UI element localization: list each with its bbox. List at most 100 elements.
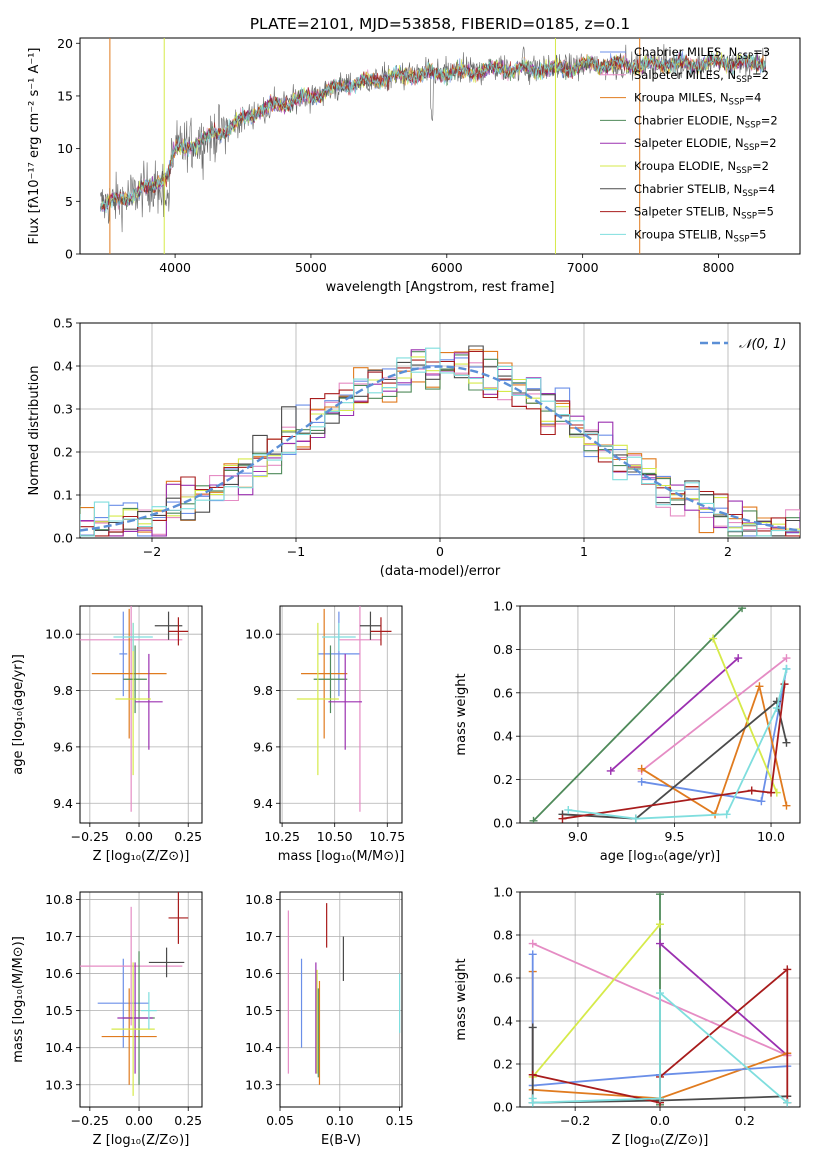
y-tick-label: 0.0 xyxy=(53,531,73,546)
mass_vs_ebv-axes: 0.05 0.10 0.15 10.3 10.4 10.5 10.6 10.7 10.8 E(B-… xyxy=(245,891,414,1148)
error-point-chabrier_stelib xyxy=(148,947,185,978)
x-axis-label: (data-model)/error xyxy=(380,564,501,579)
weight-marker xyxy=(656,892,664,899)
y-tick-label: 10.3 xyxy=(245,1077,273,1092)
x-tick-label: 0.00 xyxy=(125,1113,153,1128)
legend-label-main: Kroupa MILES, N xyxy=(634,91,729,105)
weight-marker xyxy=(782,738,791,747)
legend-label: Kroupa MILES, NSSP=4 xyxy=(634,91,761,108)
y-axis-label: age [log₁₀(age/yr)] xyxy=(11,654,26,775)
weight-marker xyxy=(529,816,538,823)
legend-label: Salpeter STELIB, NSSP=5 xyxy=(634,205,774,222)
y-tick-label: 20 xyxy=(57,36,73,51)
x-tick-label: 0.2 xyxy=(735,1113,755,1128)
x-tick-label: 2 xyxy=(724,544,732,559)
weight-marker xyxy=(637,777,646,786)
legend-label-main: Chabrier MILES, N xyxy=(634,45,737,59)
x-tick-label: 9.5 xyxy=(665,829,685,844)
legend-label-sub: SSP xyxy=(745,120,761,130)
legend-label-sub: SSP xyxy=(737,52,753,62)
x-axis-label: age [log₁₀(age/yr)] xyxy=(600,849,721,864)
age_vs_mass-axes: 10.25 10.50 10.75 9.4 9.6 9.8 10.0 mass [log₁₀(… xyxy=(245,605,405,864)
axes-frame xyxy=(79,605,203,824)
weight-line-kroupa_miles xyxy=(641,683,788,816)
x-tick-label: 0.00 xyxy=(125,829,153,844)
error-point-kroupa_miles xyxy=(101,988,157,1085)
error-point-chabrier_miles xyxy=(119,611,128,697)
y-tick-label: 10.5 xyxy=(45,1003,73,1018)
age_vs_mass-plot-area xyxy=(296,606,392,812)
weight-marker xyxy=(747,786,756,795)
error-point-salpeter_miles xyxy=(80,906,183,1026)
normal-curve xyxy=(80,365,800,532)
x-tick-label: −1 xyxy=(287,544,305,559)
y-tick-label: 10.6 xyxy=(245,966,273,981)
y-tick-label: 9.4 xyxy=(253,796,273,811)
x-tick-label: 0.15 xyxy=(386,1113,414,1128)
legend-label-sub: SSP xyxy=(736,166,752,176)
weight-line-chabrier_stelib xyxy=(562,699,788,820)
model-spectrum-line xyxy=(100,52,766,212)
y-tick-label: 10.5 xyxy=(245,1003,273,1018)
x-tick-label: −0.25 xyxy=(71,829,109,844)
axes-frame xyxy=(279,891,403,1108)
x-axis-label: Z [log₁₀(Z/Z⊙)] xyxy=(612,1133,709,1148)
weight-marker xyxy=(783,965,792,974)
weight_vs_age-plot-area xyxy=(529,606,791,823)
error-point-chabrier_elodie xyxy=(123,645,147,714)
y-tick-label: 9.6 xyxy=(253,739,273,754)
weight-line-salpeter_elodie xyxy=(610,657,739,772)
y-tick-label: 10.6 xyxy=(45,966,73,981)
axes-frame xyxy=(79,891,203,1108)
legend-label: Kroupa ELODIE, NSSP=2 xyxy=(634,159,769,176)
error-point-salpeter_stelib xyxy=(370,617,392,646)
weight-marker xyxy=(528,1098,537,1107)
error-point-salpeter_stelib xyxy=(168,892,189,944)
weight-marker xyxy=(528,1070,537,1079)
weight-marker xyxy=(656,939,664,948)
error-point-kroupa_miles xyxy=(91,608,167,739)
y-tick-label: 0.2 xyxy=(53,445,73,460)
age_vs_z-plot-area xyxy=(80,606,189,812)
legend-label: Salpeter MILES, NSSP=2 xyxy=(634,68,769,85)
legend-label-sub: SSP xyxy=(744,143,760,153)
y-tick-label: 1.0 xyxy=(493,885,513,900)
y-tick-label: 0.4 xyxy=(493,1014,513,1029)
y-tick-label: 1.0 xyxy=(493,599,513,614)
weight-line-salpeter_elodie xyxy=(659,942,788,1057)
legend-label-sub: SSP xyxy=(734,234,750,244)
x-tick-label: 10.0 xyxy=(757,829,785,844)
y-axis-label: mass [log₁₀(M/M⊙)] xyxy=(11,936,26,1063)
residuals-plot-area xyxy=(80,345,800,537)
x-tick-label: 1 xyxy=(580,544,588,559)
x-tick-label: −2 xyxy=(143,544,161,559)
axes-frame xyxy=(79,37,801,255)
legend-label-sub: SSP xyxy=(736,75,752,85)
error-point-salpeter_elodie xyxy=(328,653,363,750)
weight-marker xyxy=(656,989,664,998)
legend-label-sub: SSP xyxy=(742,189,758,199)
x-tick-label: 0.05 xyxy=(266,1113,294,1128)
x-axis-label: mass [log₁₀(M/M⊙)] xyxy=(278,849,405,864)
y-tick-label: 0.4 xyxy=(53,359,73,374)
y-tick-label: 9.8 xyxy=(53,683,73,698)
x-tick-label: −0.25 xyxy=(71,1113,109,1128)
x-tick-label: 0.25 xyxy=(174,829,202,844)
y-tick-label: 0.2 xyxy=(493,772,513,787)
y-tick-label: 0.0 xyxy=(493,1100,513,1115)
legend-label-sub: SSP xyxy=(741,212,757,222)
spectrum-plot-area xyxy=(100,38,767,254)
weight_vs_z-plot-area xyxy=(528,892,792,1107)
weight-marker xyxy=(738,606,747,613)
legend-label-tail: =5 xyxy=(757,205,774,219)
x-axis-label: wavelength [Angstrom, rest frame] xyxy=(326,280,555,295)
axes-frame xyxy=(519,605,801,824)
legend-label: Kroupa STELIB, NSSP=5 xyxy=(634,227,766,244)
legend-label-main: Chabrier ELODIE, N xyxy=(634,113,745,127)
y-tick-label: 10.0 xyxy=(245,627,273,642)
x-tick-label: 0.0 xyxy=(650,1113,670,1128)
y-axis-label: mass weight xyxy=(454,958,469,1040)
error-point-salpeter_stelib xyxy=(168,617,189,646)
error-point-salpeter_miles xyxy=(338,606,381,812)
